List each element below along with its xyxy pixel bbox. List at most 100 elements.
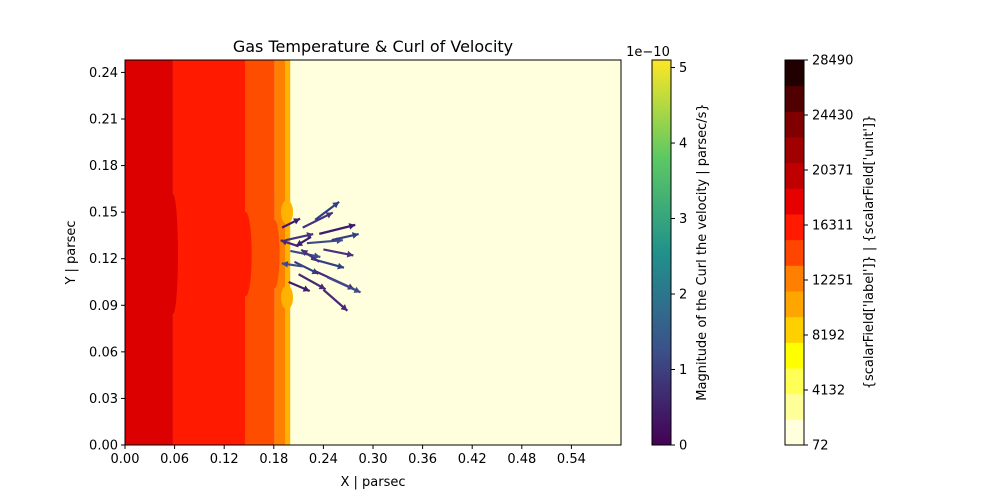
scalar-colorbar-ticks: 72 4132 8192 12251 16311 20371 24430 28490 — [804, 54, 853, 454]
curl-vector-head — [293, 218, 301, 225]
curl-vector-head — [353, 286, 361, 293]
curl-colorbar-gradient — [651, 59, 672, 446]
curl-colorbar-tick-label: 3 — [679, 212, 687, 227]
x-tick-label: 0.48 — [507, 452, 536, 467]
scalar-colorbar-label: {scalarField['label']} | {scalarField['u… — [862, 115, 877, 390]
scalar-colorbar-tick-label: 72 — [812, 439, 829, 454]
scalar-colorbar-level — [785, 419, 804, 446]
curl-vector-arrow — [302, 211, 334, 229]
curl-vector-head — [306, 232, 314, 239]
curl-vector-head — [348, 223, 356, 230]
curl-vector-head — [296, 239, 303, 246]
scalar-colorbar-tick-label: 28490 — [812, 54, 853, 69]
x-axis-label: X | parsec — [340, 475, 405, 490]
scalar-colorbar-level — [785, 342, 804, 369]
y-tick-label: 0.15 — [89, 206, 118, 221]
curl-colorbar-label: Magnitude of the Curl the velocity | par… — [695, 103, 710, 400]
x-tick-label: 0.12 — [210, 452, 239, 467]
y-tick-label: 0.18 — [89, 159, 118, 174]
curl-vector-arrow — [288, 280, 311, 293]
y-axis-label: Y | parsec — [64, 220, 79, 285]
curl-colorbar-tick-label: 1 — [679, 363, 687, 378]
curl-vector-head — [281, 261, 289, 268]
temperature-contour-bulge — [167, 194, 178, 315]
curl-vector-arrow — [300, 248, 320, 263]
curl-vector-arrow — [298, 273, 327, 291]
scalar-colorbar-level — [785, 188, 804, 215]
curl-colorbar: 0 1 2 3 4 5 1e−10 Magnitude of the Curl the v… — [626, 45, 710, 454]
y-tick-label: 0.12 — [89, 252, 118, 267]
scalar-colorbar-level — [785, 214, 804, 241]
scalar-colorbar-tick-label: 8192 — [812, 328, 845, 343]
curl-vector-head — [340, 304, 348, 311]
curl-colorbar-tick-label: 4 — [679, 137, 687, 152]
y-tick-label: 0.00 — [89, 439, 118, 454]
scalar-colorbar-level — [785, 265, 804, 292]
y-tick-label: 0.21 — [89, 112, 118, 127]
x-tick-label: 0.18 — [259, 452, 288, 467]
curl-vector-arrow — [322, 288, 349, 312]
curl-vector-head — [351, 232, 359, 239]
curl-vector-head — [313, 252, 321, 260]
temperature-contour-bulge — [281, 200, 294, 225]
scalar-colorbar-level — [785, 316, 804, 343]
x-tick-label: 0.24 — [309, 452, 338, 467]
x-tick-label: 0.30 — [359, 452, 388, 467]
curl-colorbar-tick-label: 2 — [679, 288, 687, 303]
curl-colorbar-ticks: 0 1 2 3 4 5 — [671, 61, 687, 454]
temperature-band — [172, 60, 246, 445]
scalar-colorbar-tick-label: 12251 — [812, 274, 853, 289]
curl-vector-arrow — [331, 232, 359, 242]
temperature-contour-bulge — [269, 220, 280, 289]
scalar-colorbar-level — [785, 162, 804, 189]
chart-title: Gas Temperature & Curl of Velocity — [233, 37, 513, 56]
x-tick-label: 0.00 — [111, 452, 140, 467]
scalar-colorbar-level — [785, 368, 804, 395]
temperature-contour-bulge — [281, 285, 294, 310]
curl-vector-arrow — [318, 223, 356, 235]
curl-vector-field — [280, 201, 361, 312]
curl-vector-head — [318, 283, 326, 290]
scalar-colorbar-level — [785, 60, 804, 87]
x-tick-label: 0.42 — [458, 452, 487, 467]
scalar-colorbar-level — [785, 239, 804, 266]
curl-vector-head — [302, 285, 310, 292]
scalar-colorbar-tick-label: 24430 — [812, 109, 853, 124]
curl-vector-shaft — [318, 223, 356, 235]
temperature-band — [125, 60, 173, 445]
plot-area — [125, 60, 621, 445]
curl-vector-head — [301, 249, 309, 257]
scalar-colorbar-frame — [784, 59, 805, 446]
curl-colorbar-tick-label: 0 — [679, 439, 687, 454]
curl-vector-arrow — [327, 276, 361, 294]
temperature-band — [290, 60, 621, 445]
scalar-colorbar-level — [785, 137, 804, 164]
scalar-colorbar-tick-label: 4132 — [812, 383, 845, 398]
curl-colorbar-scale: 1e−10 — [626, 45, 670, 60]
scalar-colorbar-level — [785, 291, 804, 318]
curl-vector-arrow — [314, 201, 340, 221]
curl-vector-head — [325, 212, 333, 219]
x-tick-label: 0.36 — [408, 452, 437, 467]
y-tick-label: 0.09 — [89, 299, 118, 314]
y-tick-label: 0.03 — [89, 392, 118, 407]
curl-vector-arrow — [281, 261, 303, 268]
curl-vector-arrow — [323, 248, 354, 258]
x-axis: 0.00 0.06 0.12 0.18 0.24 0.30 0.36 0.42 0.48 0.54 — [111, 445, 586, 467]
scalar-colorbar-level — [785, 85, 804, 112]
y-tick-label: 0.24 — [89, 66, 118, 81]
curl-vector-head — [332, 201, 340, 209]
scalar-colorbar-level — [785, 111, 804, 138]
scalar-colorbar-levels — [785, 60, 804, 446]
temperature-band — [285, 60, 291, 445]
curl-colorbar-tick-label: 5 — [679, 61, 687, 76]
x-tick-label: 0.06 — [160, 452, 189, 467]
curl-vector-head — [280, 239, 288, 246]
curl-vector-head — [346, 250, 354, 258]
temperature-band — [274, 60, 286, 445]
y-tick-label: 0.06 — [89, 345, 118, 360]
curl-vector-arrow — [295, 236, 312, 247]
curl-vector-arrow — [285, 232, 314, 242]
curl-vector-arrow — [281, 217, 301, 229]
